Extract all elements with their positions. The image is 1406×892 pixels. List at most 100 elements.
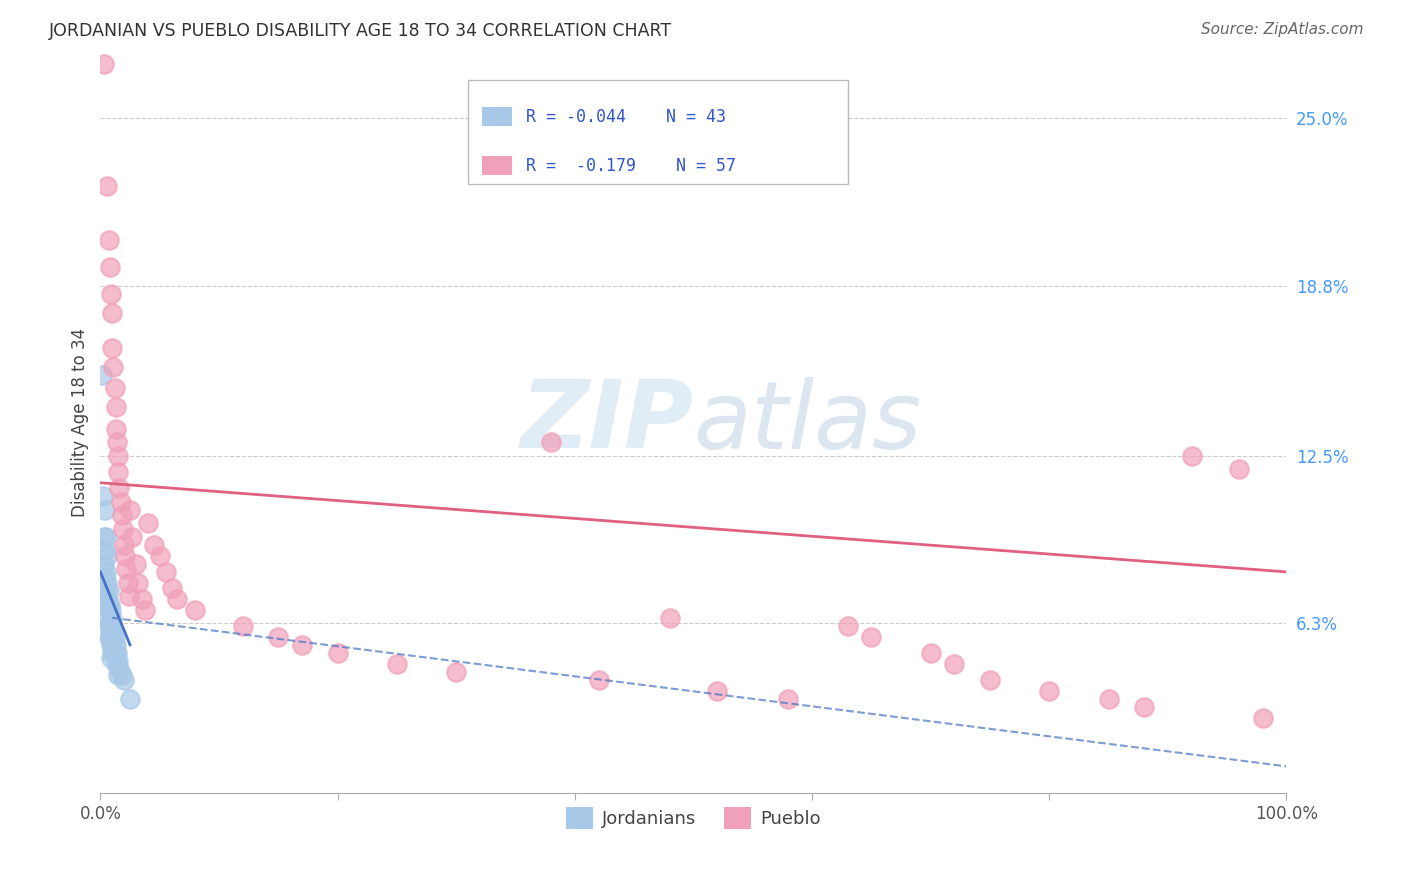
Point <box>326 646 349 660</box>
Point <box>98 260 121 274</box>
Point <box>101 305 124 319</box>
Point <box>103 630 125 644</box>
Point <box>98 616 121 631</box>
Legend: Jordanians, Pueblo: Jordanians, Pueblo <box>560 800 828 837</box>
Point <box>103 359 125 374</box>
Point <box>588 673 610 687</box>
Point <box>93 530 115 544</box>
Point <box>100 638 122 652</box>
Text: ZIP: ZIP <box>520 376 693 468</box>
Text: Source: ZipAtlas.com: Source: ZipAtlas.com <box>1201 22 1364 37</box>
Point <box>118 691 141 706</box>
Point <box>105 435 128 450</box>
Point <box>103 381 125 395</box>
Point <box>93 57 115 71</box>
Point <box>104 400 127 414</box>
Point <box>101 630 124 644</box>
Point <box>444 665 467 679</box>
Point <box>96 611 118 625</box>
Point <box>96 549 118 563</box>
Point <box>103 646 125 660</box>
Point <box>134 603 156 617</box>
Point <box>108 662 131 676</box>
Point <box>94 503 117 517</box>
Point <box>131 591 153 606</box>
Point <box>658 611 681 625</box>
FancyBboxPatch shape <box>482 108 512 126</box>
Point <box>107 667 129 681</box>
Point <box>96 575 118 590</box>
Point <box>118 503 141 517</box>
Point <box>111 667 134 681</box>
Point <box>232 619 254 633</box>
Point <box>98 632 121 647</box>
Point <box>103 638 125 652</box>
Point <box>111 508 134 523</box>
Point <box>104 638 127 652</box>
Point <box>96 583 118 598</box>
Point <box>97 603 120 617</box>
Point <box>100 624 122 639</box>
Point <box>96 178 118 193</box>
Text: R =  -0.179    N = 57: R = -0.179 N = 57 <box>526 157 737 175</box>
Text: atlas: atlas <box>693 376 922 467</box>
Point <box>540 435 562 450</box>
Point <box>96 565 118 579</box>
Point <box>121 530 143 544</box>
Point <box>101 611 124 625</box>
Point <box>115 562 138 576</box>
Point <box>920 646 942 660</box>
Point <box>103 624 125 639</box>
Point <box>1097 691 1119 706</box>
Point <box>117 575 139 590</box>
Point <box>1180 449 1202 463</box>
Point <box>979 673 1001 687</box>
Text: R = -0.044    N = 43: R = -0.044 N = 43 <box>526 108 725 126</box>
Point <box>943 657 966 671</box>
Point <box>105 659 128 673</box>
Point <box>155 565 177 579</box>
Point <box>291 638 314 652</box>
Point <box>104 651 127 665</box>
Point <box>166 591 188 606</box>
Point <box>149 549 172 563</box>
Point <box>706 683 728 698</box>
FancyBboxPatch shape <box>468 80 848 185</box>
Y-axis label: Disability Age 18 to 34: Disability Age 18 to 34 <box>72 327 89 516</box>
Point <box>142 538 165 552</box>
Point <box>91 489 114 503</box>
Point <box>97 630 120 644</box>
Point <box>112 538 135 552</box>
Point <box>100 651 122 665</box>
Point <box>104 422 127 436</box>
Point <box>96 530 118 544</box>
Point <box>837 619 859 633</box>
Point <box>778 691 800 706</box>
Point <box>94 543 117 558</box>
Point <box>93 557 115 571</box>
Point <box>111 522 134 536</box>
Point <box>860 630 883 644</box>
Point <box>385 657 408 671</box>
Point <box>107 654 129 668</box>
FancyBboxPatch shape <box>482 156 512 175</box>
Point <box>1133 700 1156 714</box>
Point <box>96 597 118 611</box>
Point <box>1038 683 1060 698</box>
Point <box>101 646 124 660</box>
Point <box>107 465 129 479</box>
Point <box>112 673 135 687</box>
Text: JORDANIAN VS PUEBLO DISABILITY AGE 18 TO 34 CORRELATION CHART: JORDANIAN VS PUEBLO DISABILITY AGE 18 TO… <box>49 22 672 40</box>
Point <box>94 570 117 584</box>
Point <box>97 619 120 633</box>
Point <box>267 630 290 644</box>
Point <box>100 603 122 617</box>
Point <box>110 494 132 508</box>
Point <box>97 583 120 598</box>
Point <box>136 516 159 531</box>
Point <box>97 233 120 247</box>
Point <box>1227 462 1250 476</box>
Point <box>96 591 118 606</box>
Point <box>114 549 136 563</box>
Point <box>107 449 129 463</box>
